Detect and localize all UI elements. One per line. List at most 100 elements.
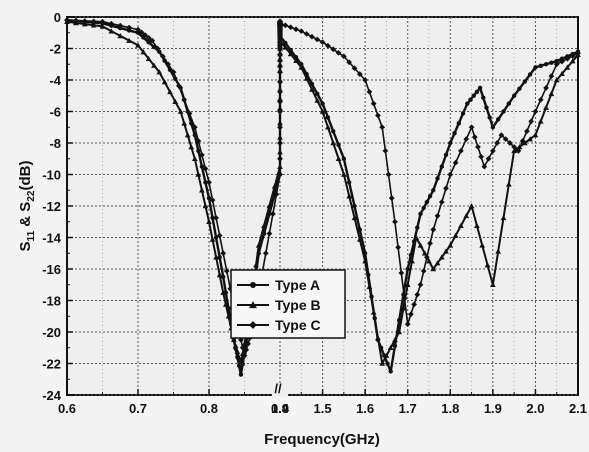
data-point: [277, 98, 283, 105]
data-point: [475, 144, 481, 150]
data-point: [90, 22, 97, 28]
data-point: [202, 165, 209, 172]
data-point: [452, 159, 459, 166]
data-point: [341, 156, 347, 161]
data-point: [357, 227, 363, 232]
data-point: [303, 31, 310, 37]
data-point: [220, 250, 227, 257]
data-point: [146, 40, 151, 45]
data-point: [415, 225, 420, 230]
data-point: [388, 195, 395, 201]
data-point: [213, 254, 219, 260]
data-point: [495, 248, 502, 254]
data-point: [277, 155, 283, 162]
data-point: [543, 62, 549, 67]
y-tick-label: -6: [49, 105, 61, 120]
y-tick-label: -22: [42, 357, 61, 372]
data-point: [99, 23, 106, 29]
data-point: [356, 71, 363, 77]
data-point: [370, 309, 377, 315]
data-point: [352, 203, 357, 209]
data-point: [548, 90, 555, 97]
data-point: [277, 20, 283, 27]
data-point: [395, 244, 401, 251]
data-point: [181, 120, 188, 126]
data-point: [282, 22, 289, 29]
data-point: [477, 85, 483, 91]
data-point: [426, 258, 432, 264]
data-point: [145, 55, 152, 62]
data-point: [362, 258, 369, 264]
data-point: [366, 283, 373, 290]
series-layer: [64, 17, 581, 377]
data-point: [434, 212, 441, 219]
data-point: [564, 64, 571, 70]
axis-break-mark: //: [272, 381, 288, 397]
data-point: [298, 64, 305, 70]
data-point: [489, 281, 496, 288]
data-point: [314, 36, 321, 43]
data-point: [417, 242, 424, 248]
data-point: [287, 24, 294, 31]
data-point: [375, 335, 381, 341]
data-point: [320, 101, 325, 106]
y-tick-label: -10: [42, 168, 61, 183]
data-point: [458, 222, 464, 228]
data-point: [293, 26, 299, 33]
data-point: [340, 171, 347, 177]
data-point: [99, 18, 106, 25]
data-point: [511, 93, 517, 98]
legend-item: Type C: [237, 317, 321, 333]
data-point: [388, 369, 393, 374]
data-point: [159, 53, 166, 60]
data-point: [225, 313, 232, 319]
y-tick-label: -24: [42, 388, 62, 403]
x-tick-label: 0.9: [271, 401, 289, 416]
data-point: [575, 50, 581, 57]
data-point: [340, 53, 347, 60]
data-point: [538, 63, 543, 69]
data-point: [404, 321, 411, 327]
data-point: [199, 151, 205, 158]
series-type-c: [64, 17, 581, 359]
data-point: [460, 111, 466, 116]
data-point: [521, 140, 528, 146]
data-point: [282, 44, 289, 50]
data-point: [217, 254, 222, 260]
data-point: [303, 75, 310, 81]
data-point: [140, 49, 147, 55]
data-point: [277, 39, 283, 46]
data-point: [527, 72, 533, 77]
data-point: [277, 63, 283, 70]
data-point: [186, 110, 193, 117]
data-point: [346, 59, 353, 66]
data-point: [142, 32, 148, 38]
data-point: [170, 69, 177, 75]
data-point: [505, 181, 512, 187]
data-point: [216, 272, 223, 278]
x-tick-label: 1.6: [356, 401, 374, 416]
data-point: [199, 164, 205, 169]
data-point: [456, 121, 461, 126]
data-point: [293, 57, 299, 63]
y-axis-title-sub1: 11: [26, 230, 37, 241]
data-point: [522, 79, 527, 84]
data-point: [165, 61, 172, 68]
y-axis-title-mid: & S: [17, 202, 34, 231]
data-point: [478, 153, 485, 160]
data-point: [108, 28, 115, 34]
data-point: [203, 180, 208, 185]
data-point: [126, 37, 132, 43]
data-point: [108, 20, 115, 27]
y-tick-label: -12: [42, 199, 61, 214]
data-point: [277, 171, 283, 178]
data-point: [81, 18, 88, 24]
data-point: [262, 250, 269, 257]
data-point: [209, 197, 216, 203]
data-point: [238, 337, 244, 343]
data-point: [569, 53, 576, 59]
data-point: [149, 37, 156, 44]
data-point: [553, 77, 560, 83]
data-point: [167, 88, 173, 95]
